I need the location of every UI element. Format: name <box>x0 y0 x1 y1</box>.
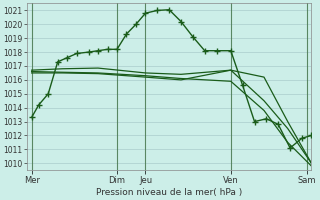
X-axis label: Pression niveau de la mer( hPa ): Pression niveau de la mer( hPa ) <box>96 188 242 197</box>
